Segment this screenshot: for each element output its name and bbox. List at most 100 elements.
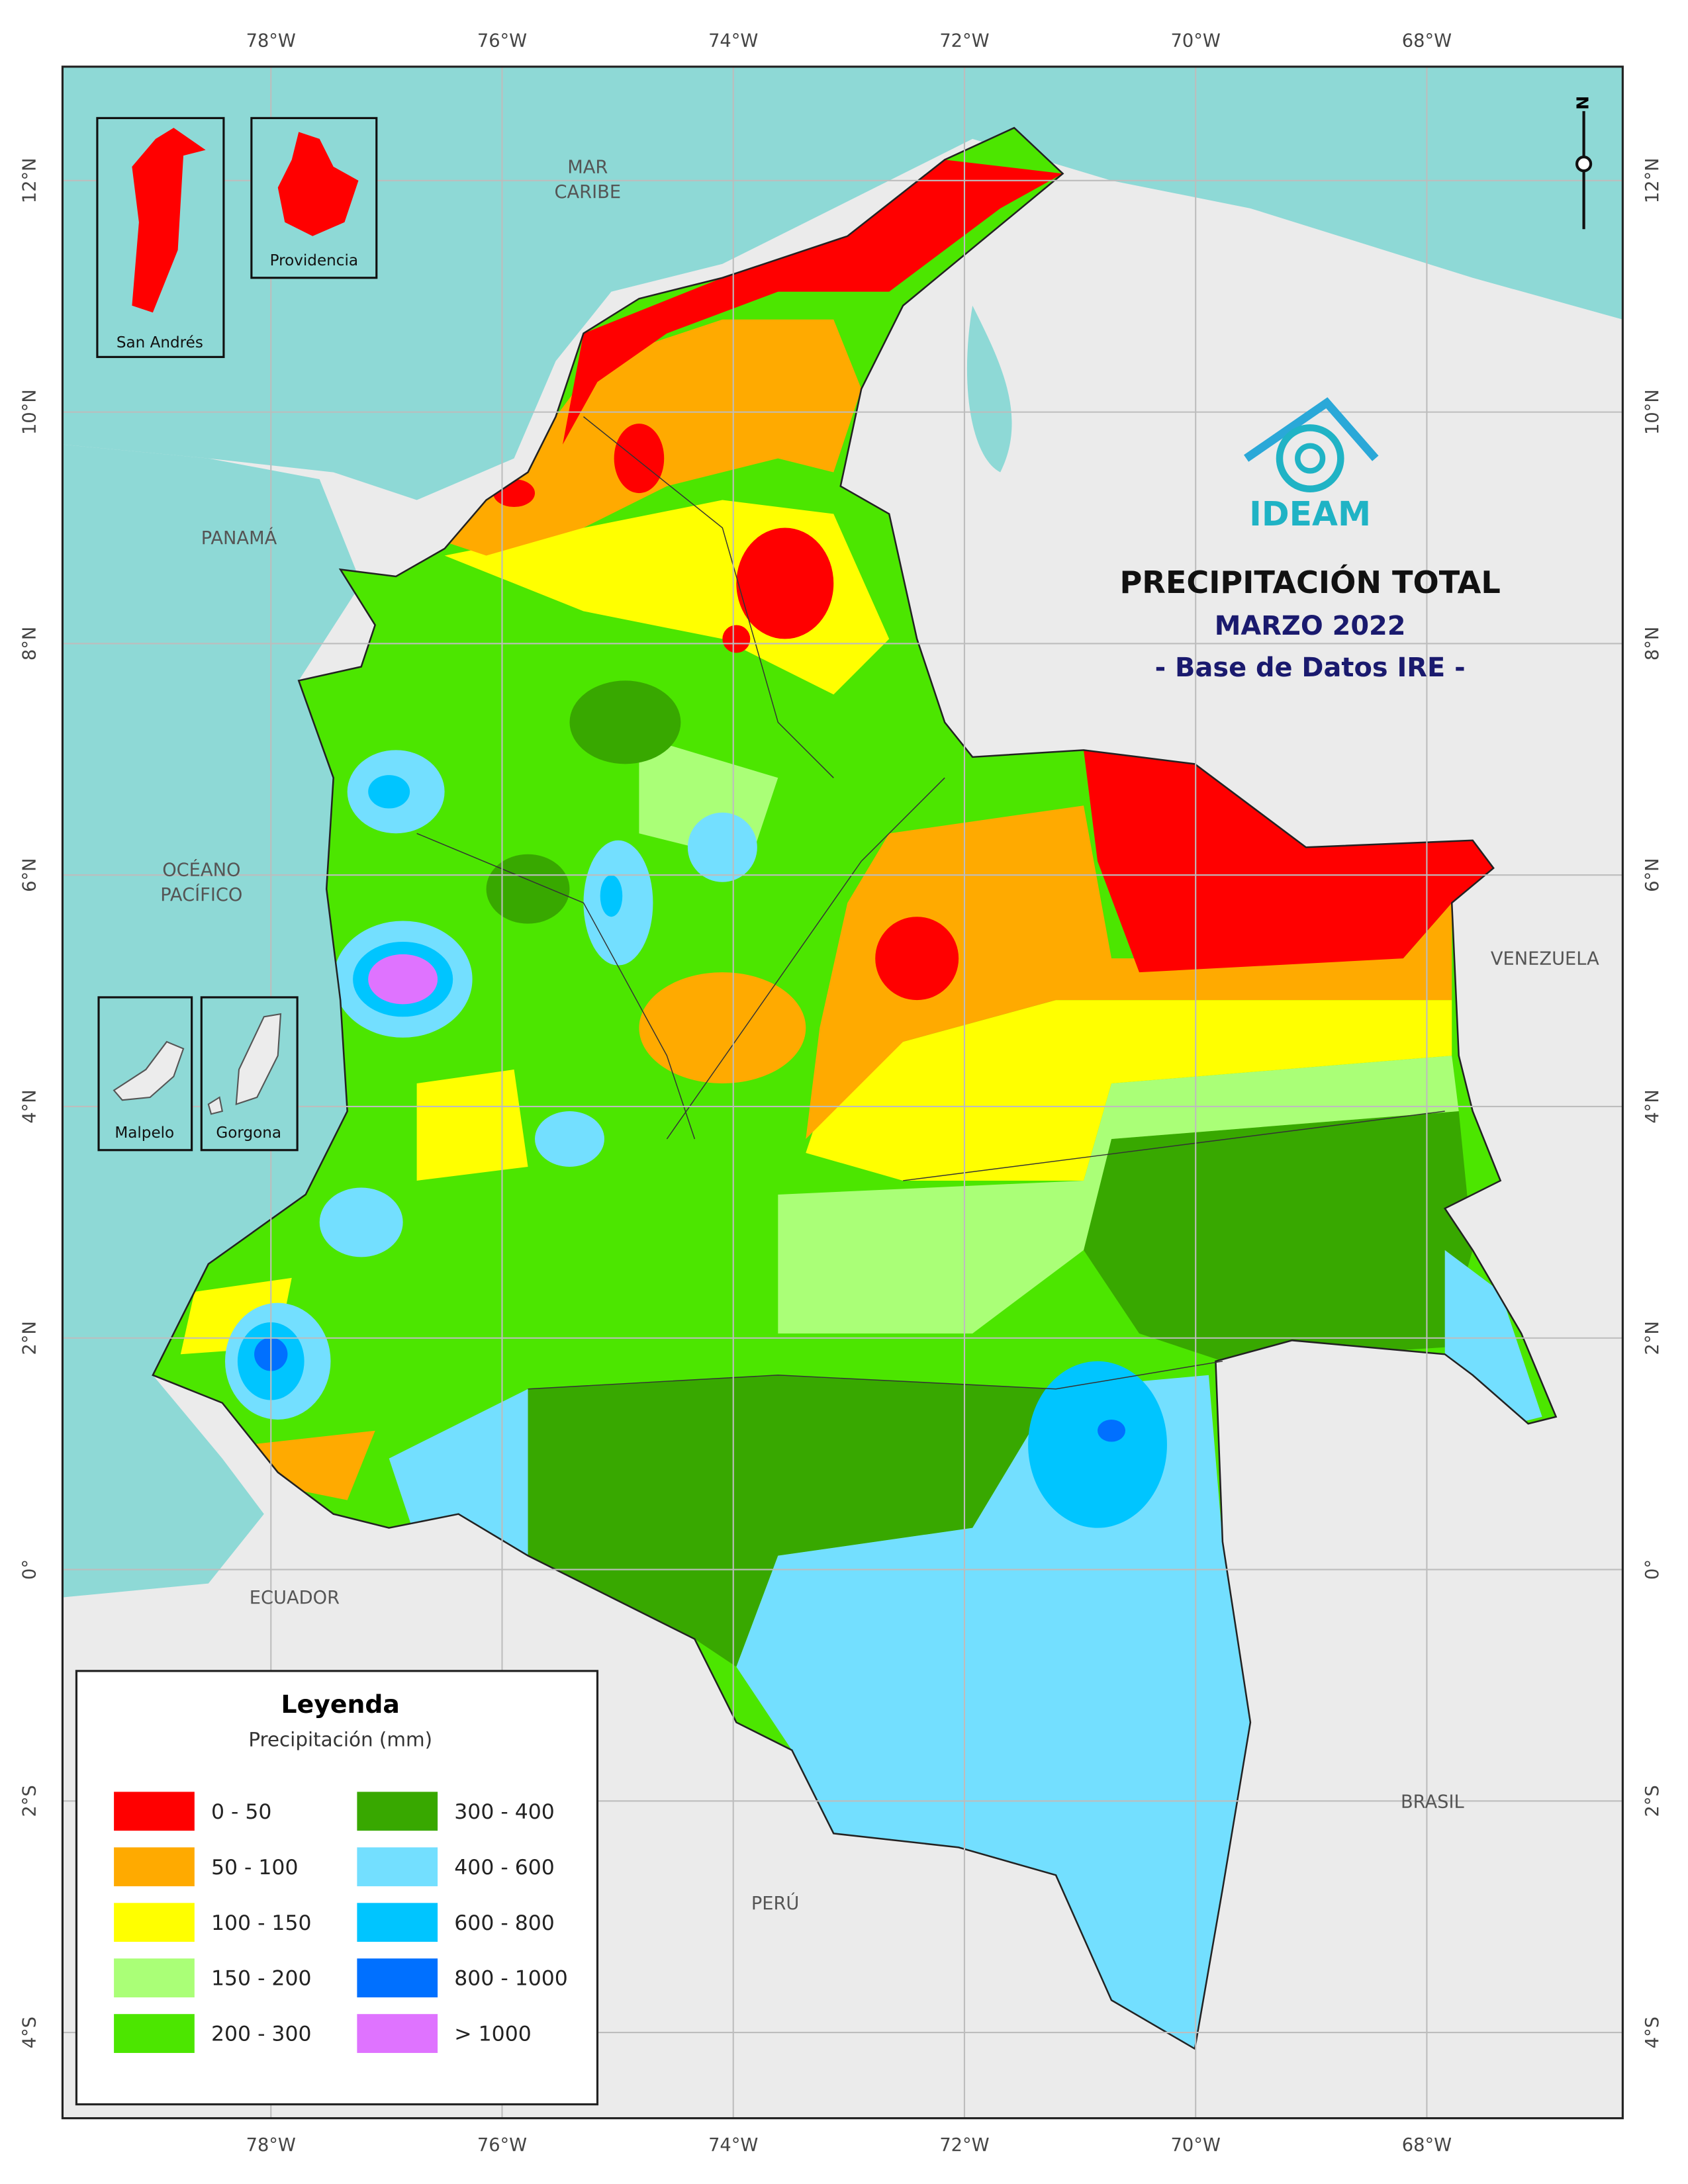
- place-label: PANAMÁ: [201, 527, 277, 549]
- legend-label: 400 - 600: [454, 1856, 555, 1880]
- zone: [736, 527, 834, 639]
- inset-island: [277, 132, 359, 236]
- lon-label: 68°W: [1402, 2135, 1452, 2156]
- lake: [966, 305, 1012, 473]
- map-title: PRECIPITACIÓN TOTAL: [1119, 565, 1500, 600]
- legend-label: 50 - 100: [211, 1856, 298, 1880]
- logo-swirl: [1276, 424, 1344, 493]
- legend-label: 300 - 400: [454, 1800, 555, 1824]
- place-label: CARIBE: [554, 182, 621, 203]
- zone: [778, 1056, 1459, 1334]
- place-label: MAR: [567, 157, 608, 177]
- department-borders: [416, 416, 1445, 1390]
- zone: [528, 1375, 1056, 1667]
- legend-label: 150 - 200: [211, 1967, 312, 1991]
- zone: [486, 854, 570, 924]
- zone: [389, 1388, 528, 1556]
- place-label: PACÍFICO: [160, 884, 242, 905]
- lat-label: 12°N: [20, 158, 40, 203]
- lon-label: 68°W: [1402, 30, 1452, 51]
- zone: [639, 972, 806, 1084]
- lat-label: 8°N: [20, 627, 40, 660]
- map-body: [62, 66, 1623, 2118]
- logo-text: IDEAM: [1249, 494, 1371, 533]
- legend-swatch: [114, 1792, 195, 1831]
- lat-label: 6°N: [20, 858, 40, 891]
- zone: [687, 812, 757, 882]
- legend-label: 200 - 300: [211, 2023, 312, 2046]
- lat-label: 8°N: [1642, 627, 1663, 660]
- legend-swatch: [357, 1847, 438, 1887]
- lon-label: 70°W: [1171, 2135, 1221, 2156]
- legend: Leyenda Precipitación (mm) 0 - 50 50 - 10…: [75, 1670, 599, 2106]
- inset-island: [113, 1040, 185, 1101]
- place-label: ECUADOR: [250, 1588, 340, 1608]
- lat-label: 2°N: [1642, 1321, 1663, 1355]
- lat-label: 2°S: [20, 1785, 40, 1817]
- zone: [875, 917, 959, 1001]
- zone: [368, 954, 438, 1005]
- legend-label: > 1000: [454, 2023, 531, 2046]
- legend-label: 600 - 800: [454, 1911, 555, 1935]
- zone: [1098, 1419, 1125, 1442]
- insets: San Andrés Providencia Malpelo Gorgona: [96, 116, 378, 1152]
- lon-label: 70°W: [1171, 30, 1221, 51]
- inset-label: Gorgona: [216, 1124, 281, 1142]
- zone: [1084, 750, 1494, 973]
- lon-label: 74°W: [708, 30, 758, 51]
- legend-swatch: [357, 2014, 438, 2053]
- zone: [1444, 1250, 1542, 1424]
- place-label: BRASIL: [1401, 1792, 1465, 1813]
- legend-subtitle: Precipitación (mm): [248, 1728, 432, 1751]
- zone: [614, 424, 665, 494]
- zone: [416, 1069, 528, 1181]
- legend-swatch: [114, 1847, 195, 1887]
- legend-swatch: [357, 1903, 438, 1942]
- inset-island: [132, 128, 206, 313]
- lat-label: 0°: [20, 1559, 40, 1580]
- lon-label: 78°W: [246, 30, 296, 51]
- place-label: VENEZUELA: [1491, 949, 1599, 970]
- legend-label: 100 - 150: [211, 1911, 312, 1935]
- zone: [1028, 1361, 1167, 1528]
- zone: [736, 1375, 1250, 2049]
- lon-label: 76°W: [477, 30, 527, 51]
- lon-label: 76°W: [477, 2135, 527, 2156]
- lat-label: 2°N: [20, 1321, 40, 1355]
- graticule: [62, 66, 1623, 2118]
- legend-swatch: [114, 1958, 195, 1998]
- zone: [319, 1187, 403, 1257]
- legend-swatch: [114, 1903, 195, 1942]
- north-label: N: [1573, 96, 1593, 110]
- zone: [600, 875, 623, 917]
- zone: [806, 1000, 1452, 1181]
- lat-label: 4°S: [20, 2017, 40, 2048]
- lat-label: 6°N: [1642, 858, 1663, 891]
- logo-swirl: [1295, 443, 1326, 474]
- legend-swatch: [357, 1958, 438, 1998]
- legend-title: Leyenda: [281, 1690, 400, 1719]
- lat-label: 4°N: [20, 1089, 40, 1123]
- north-arrow: N: [1573, 96, 1593, 230]
- zone: [1084, 1111, 1473, 1361]
- zone: [368, 775, 410, 809]
- legend-swatch: [357, 1792, 438, 1831]
- legend-label: 800 - 1000: [454, 1967, 568, 1991]
- zone: [569, 680, 681, 764]
- inset-label: Providencia: [270, 252, 358, 269]
- lon-label: 78°W: [246, 2135, 296, 2156]
- lon-label: 72°W: [939, 2135, 989, 2156]
- map-subtitle: MARZO 2022: [1215, 611, 1406, 641]
- lat-label: 0°: [1642, 1559, 1663, 1580]
- lat-label: 4°S: [1642, 2017, 1663, 2048]
- inset-island: [207, 1013, 282, 1115]
- north-circle: [1575, 156, 1593, 173]
- lon-label: 74°W: [708, 2135, 758, 2156]
- inset-label: Malpelo: [115, 1124, 174, 1142]
- place-label: PERÚ: [751, 1893, 800, 1914]
- logo-roof: [1244, 397, 1379, 462]
- inset-label: San Andrés: [117, 334, 203, 351]
- legend-label: 0 - 50: [211, 1800, 271, 1824]
